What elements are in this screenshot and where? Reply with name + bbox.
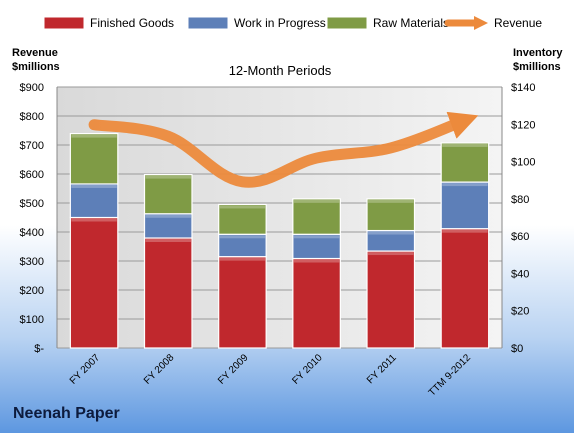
bar-finished-goods (218, 256, 267, 349)
chart-subtitle: 12-Month Periods (229, 63, 332, 78)
bar-raw-materials (218, 203, 267, 235)
left-tick-label: $900 (20, 82, 44, 94)
right-tick-label: $140 (511, 82, 535, 94)
bar-finished-goods (143, 237, 193, 349)
bar-highlight (219, 257, 266, 261)
bar-highlight (368, 252, 414, 256)
bar-finished-goods (440, 228, 490, 349)
category-label: FY 2009 (216, 352, 251, 387)
bar-highlight (71, 218, 117, 222)
category-label: TTM 9-2012 (427, 352, 474, 399)
bar-raw-materials (292, 198, 341, 235)
left-tick-label: $- (34, 343, 44, 355)
left-tick-label: $800 (20, 111, 44, 123)
bar-finished-goods (69, 216, 119, 349)
right-tick-label: $20 (511, 306, 529, 318)
revenue-line (88, 111, 479, 188)
bar-work-in-progress (69, 183, 119, 219)
left-tick-label: $100 (20, 314, 44, 326)
bar-highlight (442, 143, 488, 147)
bar-raw-materials (69, 133, 119, 185)
right-axis-title: $millions (513, 61, 561, 73)
legend-label-work-in-progress: Work in Progress (234, 16, 326, 30)
right-axis-title: Inventory (513, 47, 563, 59)
right-tick-label: $100 (511, 157, 535, 169)
left-tick-label: $600 (20, 169, 44, 181)
category-label: FY 2010 (290, 352, 325, 387)
legend-swatch-work-in-progress (187, 16, 229, 30)
bar-highlight (442, 229, 488, 233)
left-axis-title: $millions (12, 61, 60, 73)
company-name: Neenah Paper (13, 405, 120, 422)
category-label: FY 2007 (68, 352, 103, 387)
bar-highlight (145, 239, 191, 243)
bar-raw-materials (440, 142, 490, 183)
bars (69, 133, 490, 349)
bar-highlight (368, 199, 414, 203)
right-tick-label: $40 (511, 268, 529, 280)
category-label: FY 2008 (142, 352, 177, 387)
legend-label-revenue: Revenue (494, 16, 542, 30)
legend-swatch-finished-goods (43, 16, 85, 30)
right-tick-label: $60 (511, 231, 529, 243)
revenue-line-layer (88, 111, 479, 188)
left-tick-label: $400 (20, 227, 44, 239)
gridlines (57, 86, 502, 349)
bar-highlight (145, 214, 191, 218)
legend-arrow-icon (474, 16, 488, 30)
legend-label-raw-materials: Raw Materials (373, 16, 449, 30)
bar-highlight (293, 235, 340, 239)
bar-highlight (71, 184, 117, 188)
bar-highlight (71, 134, 117, 138)
bar-work-in-progress (440, 181, 490, 230)
left-tick-label: $200 (20, 285, 44, 297)
bar-highlight (293, 199, 340, 203)
legend-label-finished-goods: Finished Goods (90, 16, 174, 30)
right-tick-label: $0 (511, 343, 523, 355)
left-axis-title: Revenue (12, 47, 58, 59)
bar-highlight (368, 231, 414, 235)
bar-highlight (145, 175, 191, 179)
left-tick-label: $500 (20, 198, 44, 210)
right-tick-label: $80 (511, 194, 529, 206)
bar-highlight (219, 235, 266, 239)
left-tick-label: $700 (20, 140, 44, 152)
right-tick-label: $120 (511, 119, 535, 131)
bar-highlight (442, 183, 488, 187)
bar-highlight (293, 259, 340, 263)
bar-finished-goods (292, 257, 341, 349)
bar-highlight (219, 205, 266, 209)
legend: Finished Goods Work in Progress Raw Materi… (43, 16, 542, 30)
bar-finished-goods (366, 250, 416, 349)
left-tick-label: $300 (20, 256, 44, 268)
bar-raw-materials (366, 198, 416, 232)
category-label: FY 2011 (365, 352, 399, 386)
bar-raw-materials (143, 174, 193, 215)
legend-swatch-raw-materials (326, 16, 368, 30)
